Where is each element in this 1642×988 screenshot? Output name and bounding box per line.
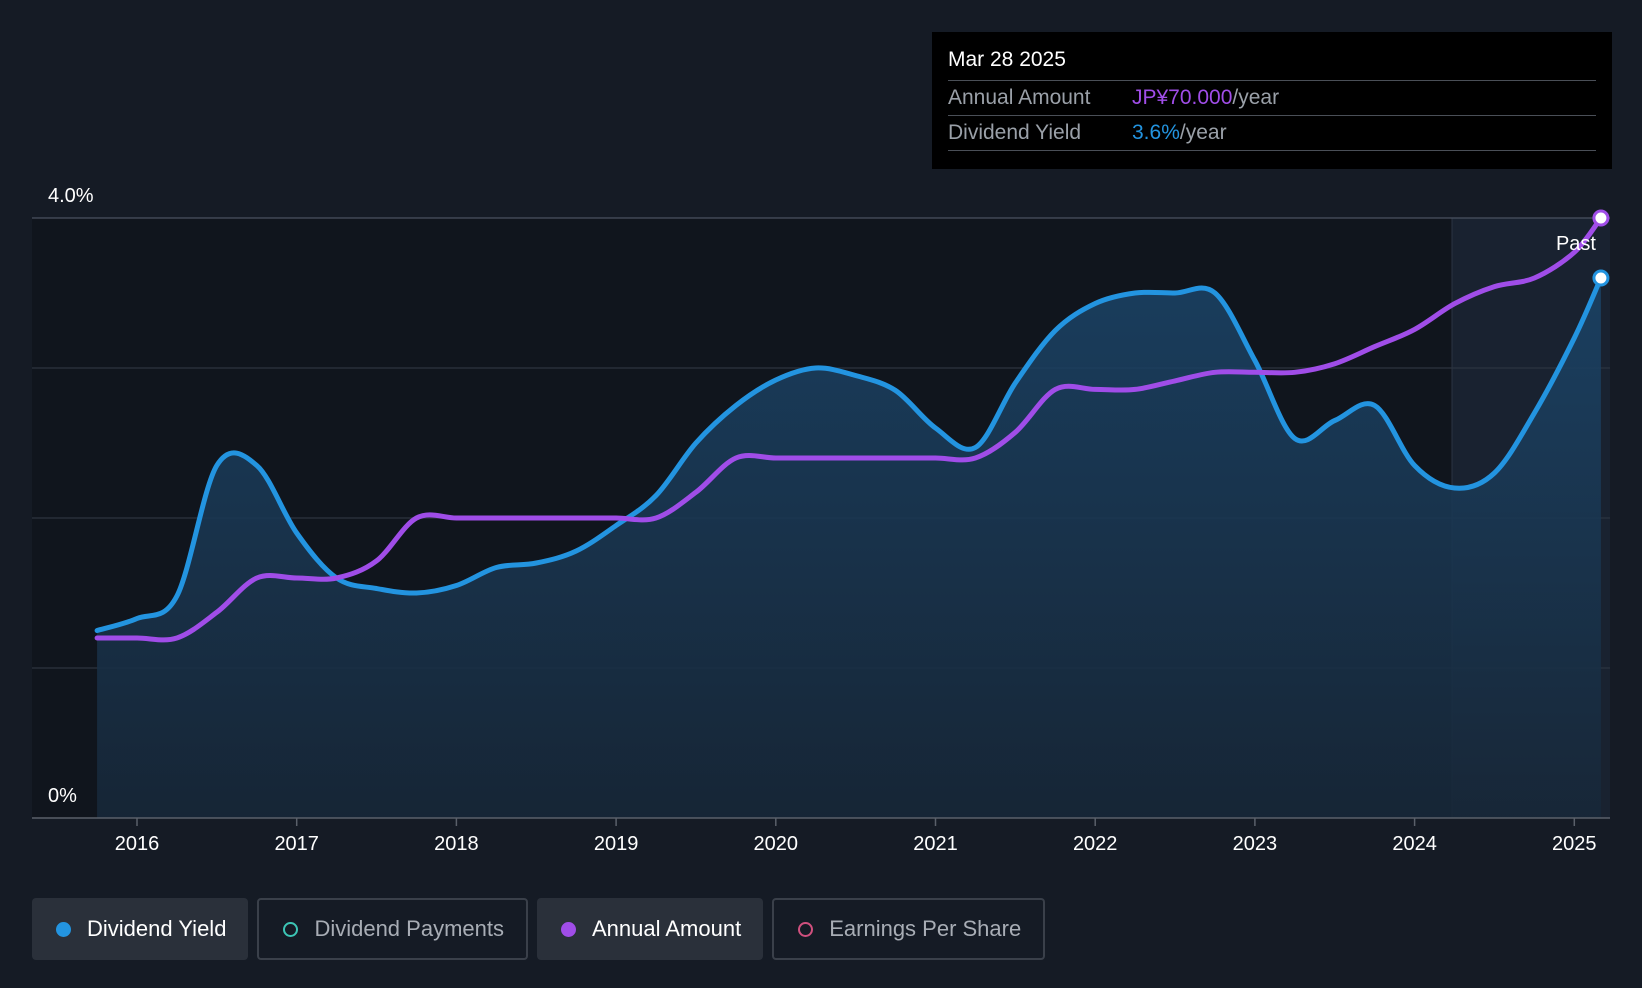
x-tick-label: 2019 [594, 833, 639, 855]
x-tick-label: 2021 [913, 833, 958, 855]
chart-tooltip: Mar 28 2025 Annual Amount JP¥70.000 /yea… [932, 32, 1612, 169]
tooltip-label: Dividend Yield [948, 121, 1082, 144]
tooltip-row-annual-amount: Annual Amount JP¥70.000 /year [948, 81, 1596, 116]
hollow-dot-icon [283, 921, 299, 937]
legend-item-earnings-per-share[interactable]: Earnings Per Share [772, 898, 1046, 960]
tooltip-value: JP¥70.000 [1132, 86, 1233, 109]
x-tick-label: 2017 [274, 833, 319, 855]
x-axis-ticks: 2016 2017 2018 2019 2020 2021 2022 2023 2024 2025 [115, 818, 1597, 855]
legend-item-annual-amount[interactable]: Annual Amount [536, 898, 764, 960]
legend-item-dividend-yield[interactable]: Dividend Yield [32, 898, 249, 960]
legend-label: Annual Amount [591, 916, 742, 941]
dividend-yield-end-point [1592, 269, 1610, 287]
tooltip-date: Mar 28 2025 [948, 46, 1596, 81]
hollow-dot-icon [798, 921, 814, 937]
x-tick-label: 2022 [1073, 833, 1118, 855]
tooltip-label: Annual Amount [948, 86, 1091, 109]
x-tick-label: 2020 [754, 833, 799, 855]
x-tick-label: 2024 [1392, 833, 1437, 855]
y-tick-label-bottom: 0% [48, 785, 77, 807]
tooltip-row-dividend-yield: Dividend Yield 3.6% /year [948, 116, 1596, 151]
filled-dot-icon [560, 921, 576, 937]
x-tick-label: 2025 [1552, 833, 1597, 855]
legend-label: Earnings Per Share [829, 916, 1022, 941]
x-tick-label: 2023 [1233, 833, 1278, 855]
tooltip-unit: /year [1232, 86, 1280, 109]
forecast-past-label: Past [1556, 233, 1596, 255]
y-tick-label-top: 4.0% [48, 185, 94, 207]
annual-amount-end-point [1592, 209, 1610, 227]
legend-label: Dividend Payments [314, 916, 504, 941]
legend-item-dividend-payments[interactable]: Dividend Payments [257, 898, 528, 960]
x-tick-label: 2018 [434, 833, 479, 855]
tooltip-value: 3.6% [1132, 121, 1180, 144]
tooltip-unit: /year [1179, 121, 1227, 144]
annual-amount-line [94, 215, 1604, 643]
x-tick-label: 2016 [115, 833, 160, 855]
dividend-yield-area [97, 278, 1601, 818]
filled-dot-icon [56, 921, 71, 937]
chart-legend: Dividend Yield Dividend Payments Annual … [32, 898, 1046, 960]
legend-label: Dividend Yield [87, 916, 227, 941]
